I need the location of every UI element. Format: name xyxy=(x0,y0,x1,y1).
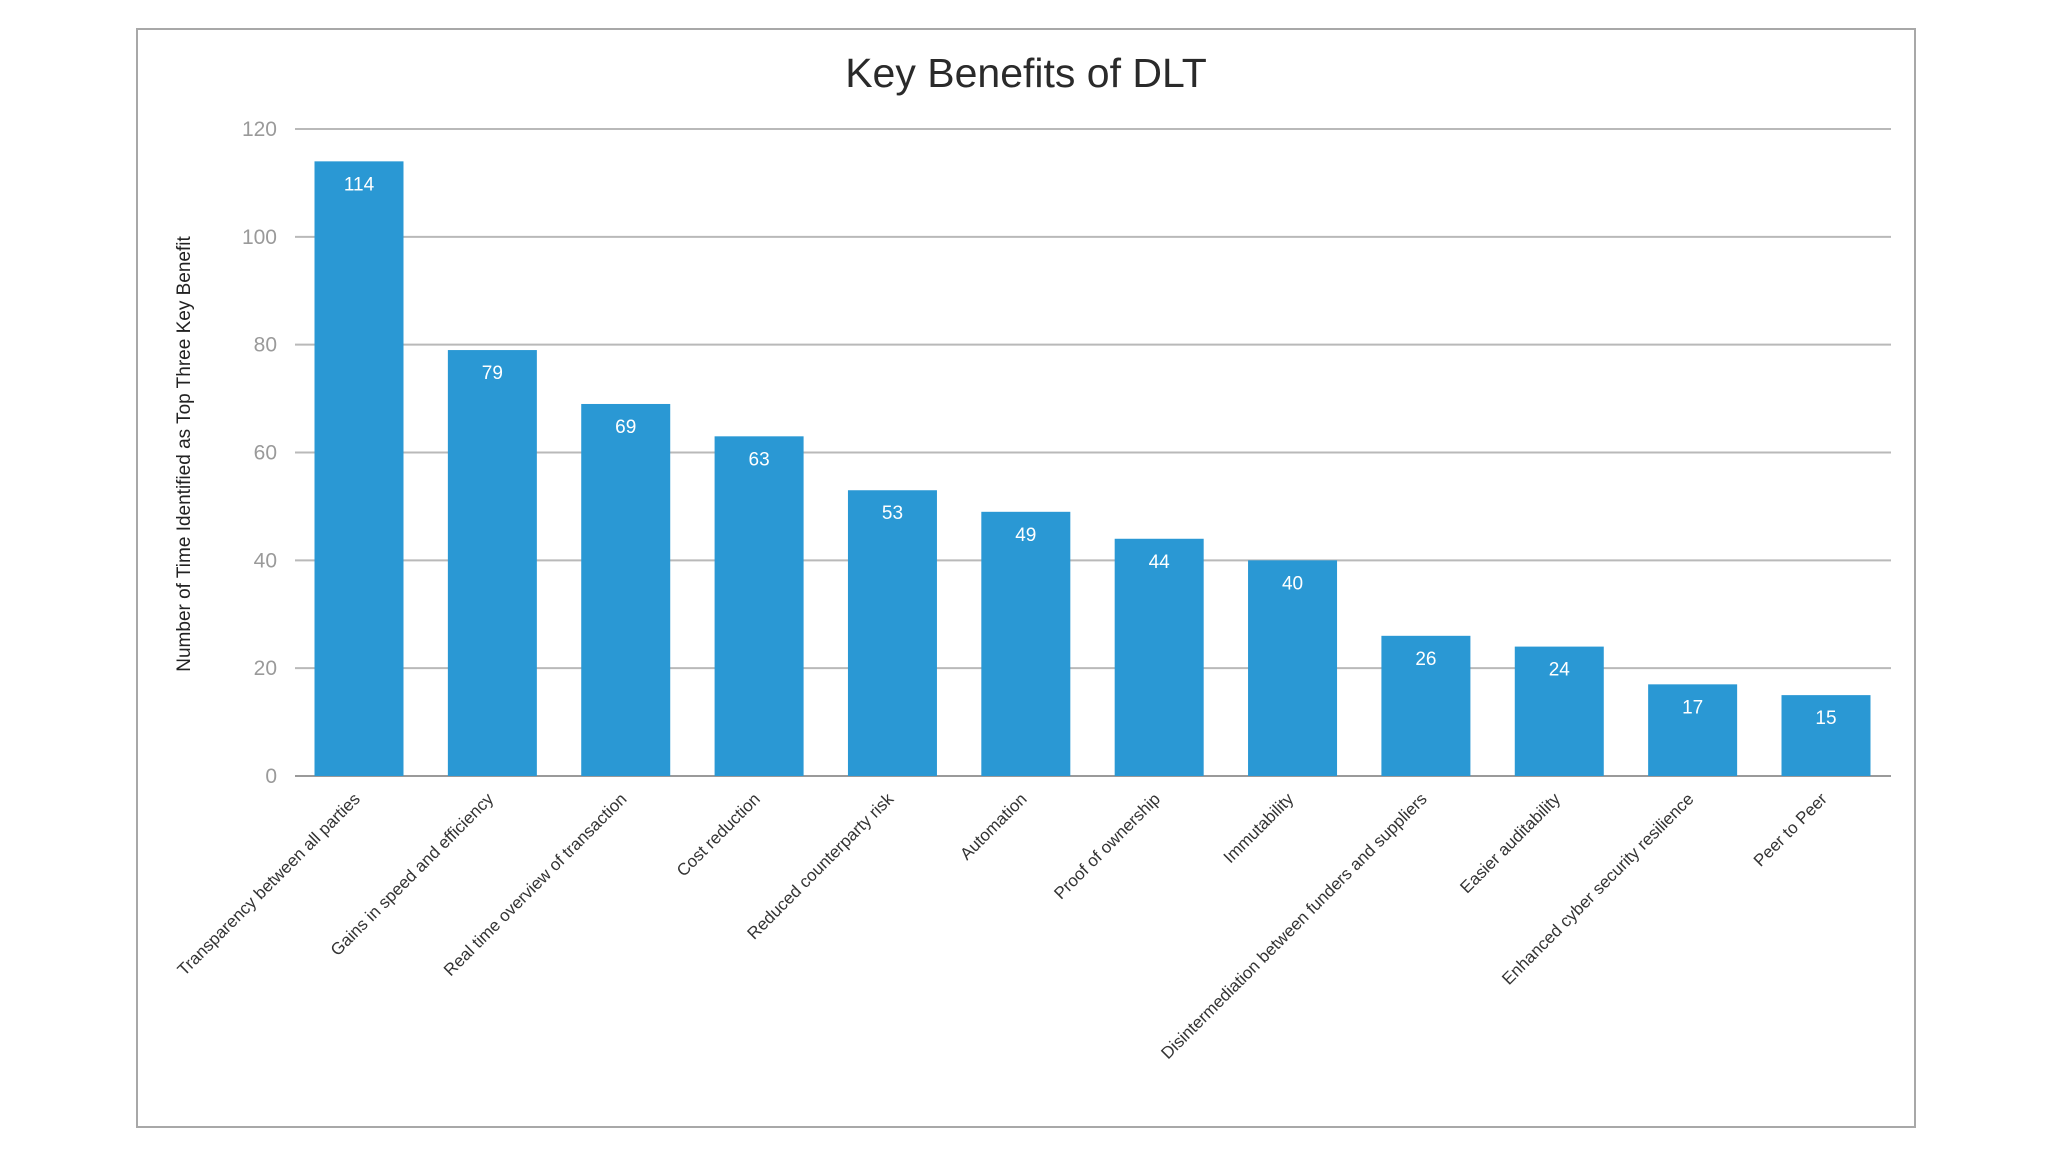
bar-value-label: 24 xyxy=(1549,660,1571,681)
y-tick-label: 80 xyxy=(254,334,277,357)
x-tick-label: Disintermediation between funders and su… xyxy=(1157,789,1430,1062)
y-tick-label: 20 xyxy=(254,657,277,680)
bar xyxy=(1648,684,1738,776)
bar xyxy=(1781,695,1871,776)
bar-value-label: 69 xyxy=(615,417,636,438)
bar xyxy=(981,511,1071,776)
bar-value-label: 44 xyxy=(1149,552,1171,573)
y-axis-title: Number of Time Identified as Top Three K… xyxy=(174,236,195,672)
bar-value-label: 26 xyxy=(1415,649,1436,670)
y-tick-label: 40 xyxy=(254,549,277,572)
x-tick-label: Automation xyxy=(956,789,1030,863)
bar xyxy=(1114,538,1204,776)
bar xyxy=(314,161,404,777)
x-tick-label: Proof of ownership xyxy=(1050,789,1164,903)
bar xyxy=(714,436,804,776)
y-tick-label: 60 xyxy=(254,442,277,465)
bar xyxy=(447,350,537,776)
y-tick-label: 0 xyxy=(265,765,277,788)
x-tick-label: Immutability xyxy=(1220,789,1298,867)
bar-value-label: 17 xyxy=(1682,697,1703,718)
bar-value-label: 49 xyxy=(1015,525,1036,546)
bar xyxy=(1514,646,1604,776)
bar xyxy=(1381,635,1471,776)
x-tick-label: Cost reduction xyxy=(673,789,764,880)
y-tick-label: 120 xyxy=(242,118,277,141)
bar-value-label: 63 xyxy=(749,449,770,470)
bar-value-label: 114 xyxy=(344,174,375,195)
bar-value-label: 79 xyxy=(482,363,503,384)
bars: 114 79 69 63 53 49 44 40 26 24 17 15 xyxy=(314,161,1871,777)
bar xyxy=(847,490,937,776)
gridlines: 0 20 40 60 80 100 120 xyxy=(242,118,1891,788)
chart-title: Key Benefits of DLT xyxy=(845,50,1207,96)
bar-value-label: 15 xyxy=(1815,708,1836,729)
x-tick-label: Easier auditability xyxy=(1456,789,1564,897)
bar-value-label: 40 xyxy=(1282,573,1303,594)
x-tick-label: Peer to Peer xyxy=(1750,789,1831,870)
bar-value-label: 53 xyxy=(882,503,903,524)
bar xyxy=(581,403,671,776)
x-tick-label: Reduced counterparty risk xyxy=(744,789,898,943)
y-tick-label: 100 xyxy=(242,226,277,249)
bar xyxy=(1248,560,1338,776)
